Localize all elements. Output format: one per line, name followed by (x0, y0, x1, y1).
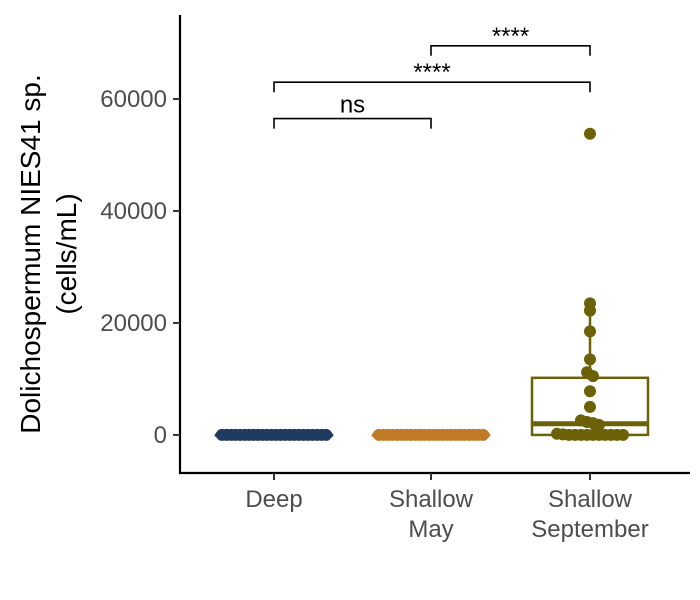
data-point-deep (320, 428, 332, 441)
comparison-bracket (273, 117, 432, 129)
data-point-shallow-september (593, 418, 605, 431)
point-layer (216, 127, 629, 441)
significance-label: **** (413, 59, 450, 86)
data-point-shallow-september (584, 385, 596, 398)
data-point-shallow-september (584, 325, 596, 338)
y-tick-label: 60000 (100, 86, 167, 113)
significance-label: ns (340, 92, 365, 119)
x-tick-label-shallow-september: September (531, 516, 648, 543)
y-axis-title-line: Dolichospermum NIES41 sp. (15, 74, 46, 433)
y-axis-title-line: (cells/mL) (51, 193, 82, 314)
data-point-shallow-september (587, 370, 599, 383)
comparison-bracket (430, 44, 591, 56)
data-point-shallow-september (584, 297, 596, 310)
x-tick-label-deep: Deep (245, 486, 302, 513)
y-tick-label: 0 (154, 422, 167, 449)
data-point-shallow-september (584, 400, 596, 413)
significance-label: **** (492, 23, 529, 50)
y-tick-label: 20000 (100, 310, 167, 337)
data-point-shallow-september (617, 428, 629, 441)
data-point-shallow-may (477, 428, 489, 441)
comparison-brackets: ns **** **** (273, 23, 591, 129)
axes: 0 20000 40000 60000 Deep Shallow May Shallow Sep… (100, 15, 690, 543)
x-tick-label-shallow-may: Shallow (389, 486, 474, 513)
comparison-bracket (273, 81, 591, 93)
data-point-shallow-september (584, 353, 596, 366)
y-tick-label: 40000 (100, 198, 167, 225)
data-point-shallow-september (584, 127, 596, 140)
x-tick-label-shallow-september: Shallow (548, 486, 633, 513)
x-tick-label-shallow-may: May (408, 516, 453, 543)
y-axis-title: Dolichospermum NIES41 sp. (cells/mL) (15, 74, 82, 433)
